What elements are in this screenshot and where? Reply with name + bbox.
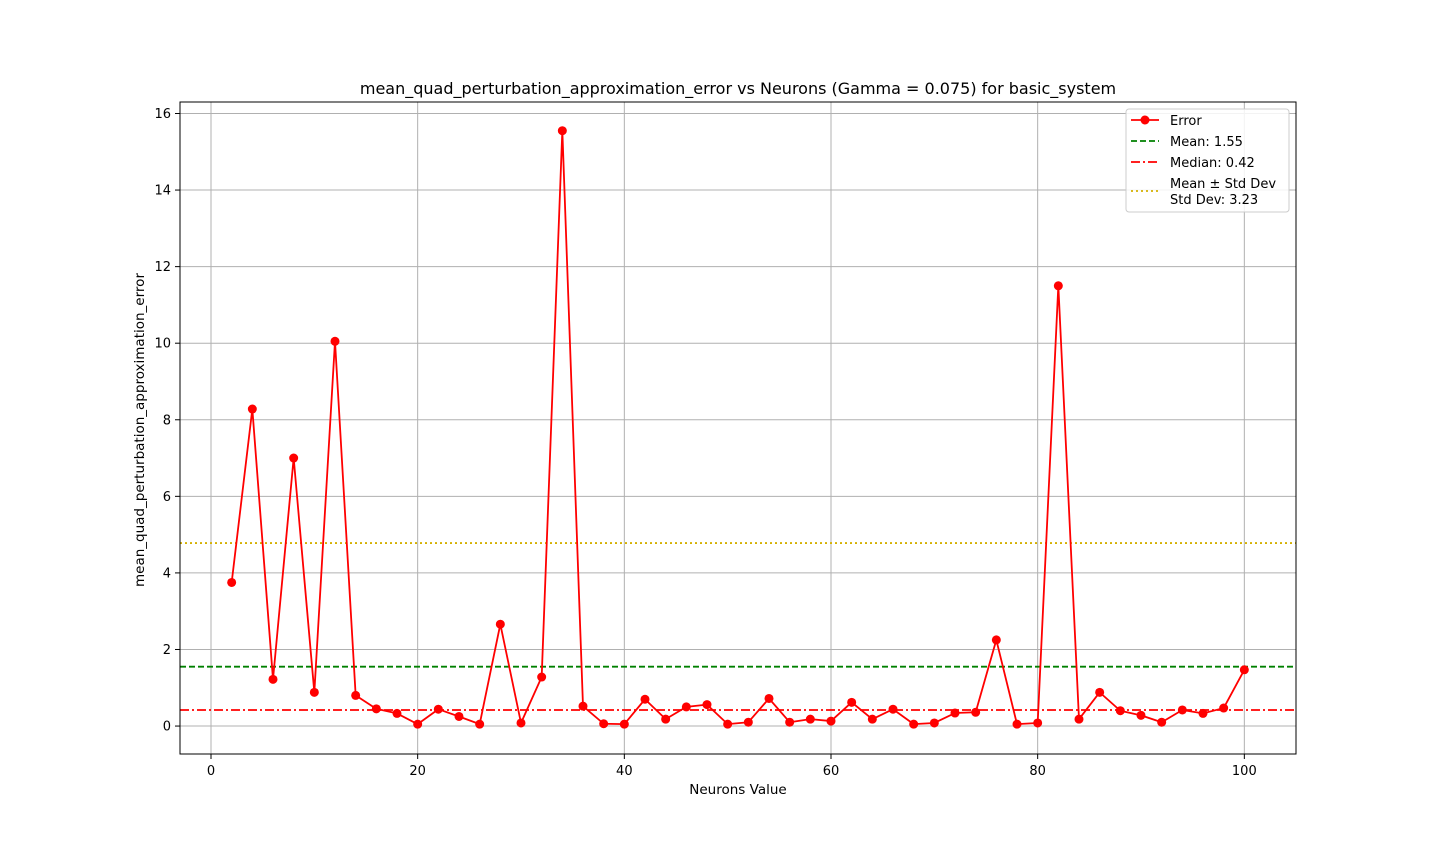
data-point: [1239, 665, 1249, 675]
data-point: [330, 336, 340, 346]
data-point: [971, 707, 981, 717]
data-point: [1115, 706, 1125, 716]
data-point: [702, 700, 712, 710]
data-point: [743, 717, 753, 727]
data-point: [1074, 714, 1084, 724]
y-axis-label: mean_quad_perturbation_approximation_err…: [132, 273, 148, 587]
data-point: [537, 672, 547, 682]
y-tick-label: 4: [163, 566, 171, 581]
data-point: [516, 718, 526, 728]
data-point: [1177, 705, 1187, 715]
data-point: [723, 719, 733, 729]
data-point: [454, 711, 464, 721]
y-tick-label: 14: [154, 184, 171, 199]
x-tick-label: 80: [1029, 764, 1046, 779]
data-point: [991, 635, 1001, 645]
data-point: [1219, 703, 1229, 713]
plot-frame: [179, 101, 1297, 755]
data-point: [599, 719, 609, 729]
legend-label-mean: Mean: 1.55: [1170, 135, 1243, 150]
data-point: [371, 704, 381, 714]
data-point: [661, 714, 671, 724]
data-point: [847, 697, 857, 707]
data-point: [1095, 687, 1105, 697]
y-tick-label: 8: [163, 413, 171, 428]
data-point: [309, 687, 319, 697]
data-point: [950, 708, 960, 718]
data-point: [1033, 718, 1043, 728]
legend-label-median: Median: 0.42: [1170, 156, 1255, 171]
y-tick-label: 16: [154, 107, 171, 122]
data-point: [929, 718, 939, 728]
data-point: [867, 714, 877, 724]
legend-label-error: Error: [1170, 114, 1202, 129]
x-axis: 0 20 40 60 80 100: [207, 754, 1257, 779]
x-tick-label: 0: [207, 764, 215, 779]
legend-label-std-value: Std Dev: 3.23: [1170, 193, 1258, 208]
series-group: [227, 126, 1249, 729]
data-point: [888, 704, 898, 714]
data-point: [805, 714, 815, 724]
data-point: [640, 694, 650, 704]
x-axis-label: Neurons Value: [689, 782, 786, 798]
grid: [180, 102, 1296, 754]
y-tick-label: 0: [163, 720, 171, 735]
data-point: [392, 708, 402, 718]
legend-label-std: Mean ± Std Dev: [1170, 177, 1276, 192]
data-point: [557, 126, 567, 136]
data-point: [475, 719, 485, 729]
chart-title: mean_quad_perturbation_approximation_err…: [360, 79, 1116, 99]
data-point: [1053, 281, 1063, 291]
legend-box: [1125, 108, 1290, 213]
y-tick-label: 2: [163, 643, 171, 658]
data-point: [764, 693, 774, 703]
data-point: [1136, 710, 1146, 720]
data-point: [227, 577, 237, 587]
data-point: [785, 717, 795, 727]
data-point: [268, 674, 278, 684]
legend-error-marker: [1140, 115, 1150, 125]
y-tick-label: 6: [163, 490, 171, 505]
data-point: [1012, 719, 1022, 729]
data-point: [826, 716, 836, 726]
x-tick-label: 100: [1232, 764, 1257, 779]
data-point: [1198, 708, 1208, 718]
data-point: [578, 701, 588, 711]
data-point: [289, 453, 299, 463]
y-tick-label: 10: [154, 337, 171, 352]
reference-lines: [180, 542, 1296, 711]
data-point: [619, 719, 629, 729]
data-point: [681, 702, 691, 712]
data-point: [433, 704, 443, 714]
data-point: [1157, 717, 1167, 727]
data-point: [495, 619, 505, 629]
x-tick-label: 60: [823, 764, 840, 779]
x-tick-label: 20: [409, 764, 426, 779]
data-point: [351, 690, 361, 700]
data-point: [247, 404, 257, 414]
data-point: [413, 719, 423, 729]
y-axis: 0 2 4 6 8 10 12 14 16: [154, 107, 180, 735]
legend: Error Mean: 1.55 Median: 0.42 Mean ± Std…: [1125, 108, 1290, 213]
y-tick-label: 12: [154, 260, 171, 275]
data-point: [909, 719, 919, 729]
x-tick-label: 40: [616, 764, 633, 779]
